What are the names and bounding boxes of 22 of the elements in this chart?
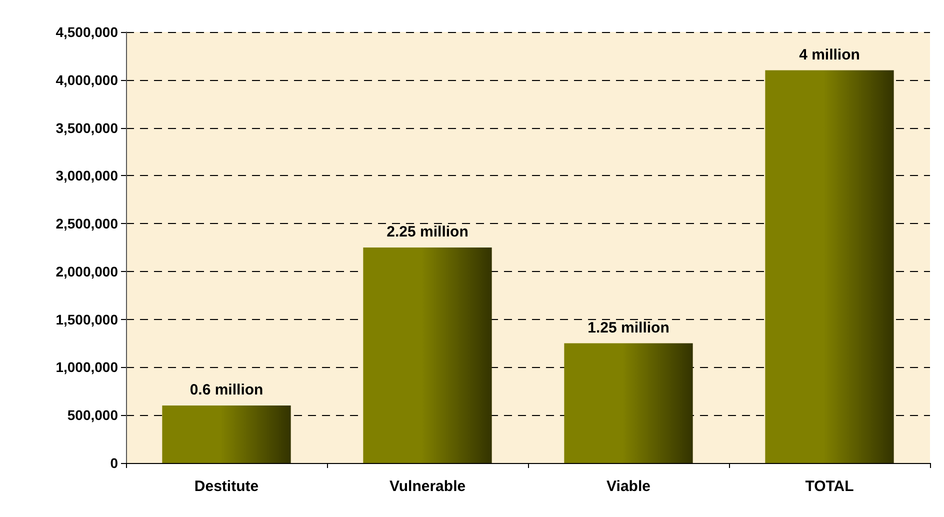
y-tick-label: 3,500,000 — [56, 120, 118, 136]
data-label: 4 million — [799, 46, 860, 64]
x-tick-label: Viable — [606, 478, 650, 495]
x-tick-label: Vulnerable — [389, 478, 466, 495]
data-label: 1.25 million — [588, 319, 670, 336]
bar — [363, 248, 492, 463]
data-label: 0.6 million — [190, 382, 264, 399]
bar — [564, 343, 693, 463]
y-tick-label: 500,000 — [67, 407, 118, 424]
y-tick-label: 2,000,000 — [56, 263, 118, 280]
y-tick-label: 1,000,000 — [56, 359, 118, 376]
data-label: 2.25 million — [386, 224, 468, 240]
x-tick-label: TOTAL — [805, 478, 854, 495]
y-tick-label: 2,500,000 — [56, 216, 118, 232]
bar — [162, 406, 291, 463]
y-tick-label: 4,500,000 — [56, 24, 118, 40]
y-tick-label: 0 — [110, 455, 118, 471]
x-tick-label: Destitute — [194, 478, 259, 495]
y-tick-label: 4,000,000 — [56, 72, 118, 88]
y-tick-label: 3,000,000 — [56, 168, 118, 184]
bar — [765, 70, 894, 463]
y-tick-label: 1,500,000 — [56, 311, 118, 328]
